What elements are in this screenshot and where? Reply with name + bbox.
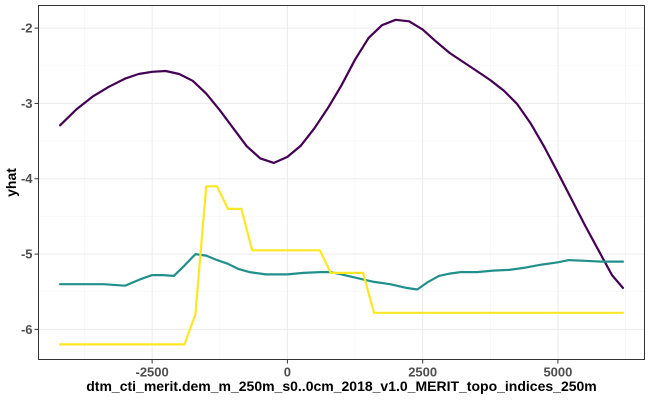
y-tick-label: -6 (21, 322, 33, 337)
x-tick-label: 5000 (543, 365, 572, 380)
series-lines (59, 18, 624, 346)
x-axis-title: dtm_cti_merit.dem_m_250m_s0..0cm_2018_v1… (86, 378, 597, 394)
y-tick-label: -4 (21, 171, 33, 186)
y-tick-label: -2 (21, 21, 33, 36)
y-axis-title: yhat (3, 168, 19, 197)
plot-panel-border (38, 5, 645, 360)
y-tick-label: -5 (21, 247, 33, 262)
series-line-1 (59, 18, 624, 289)
grid-lines (38, 5, 645, 360)
x-tick-label: 2500 (408, 365, 437, 380)
axis-ticks: -2500 0 2500 5000 -6 -5 -4 -3 -2 (21, 21, 572, 380)
y-tick-label: -3 (21, 96, 33, 111)
series-line-3 (59, 185, 624, 346)
x-tick-label: -2500 (136, 365, 169, 380)
x-tick-label: 0 (284, 365, 291, 380)
